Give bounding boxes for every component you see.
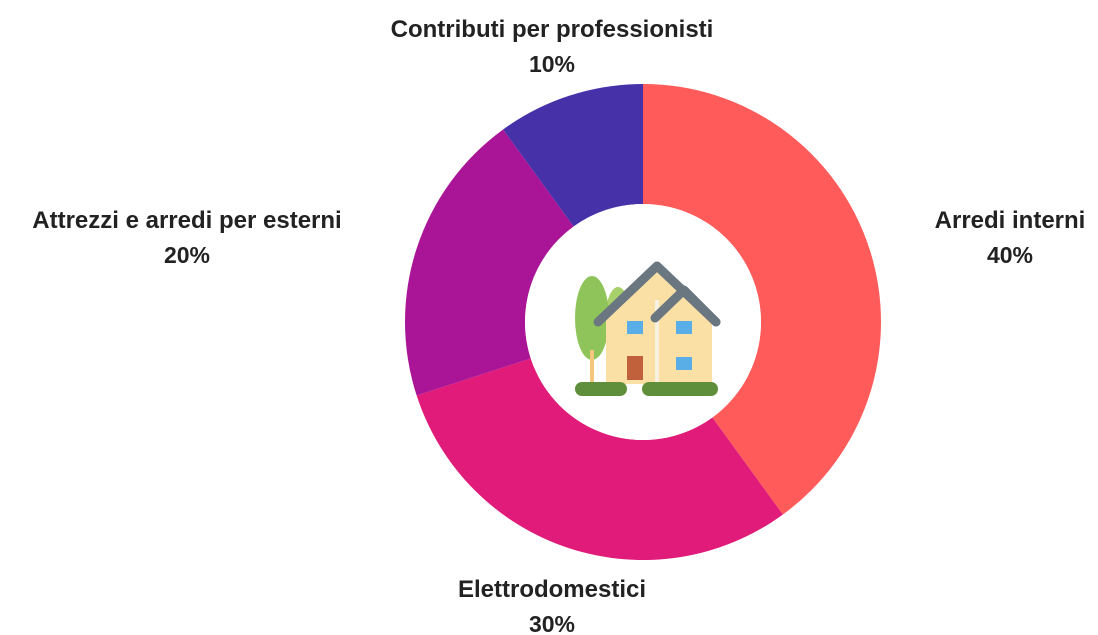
slice-label-value: 30% xyxy=(529,611,575,635)
slice-label-value: 20% xyxy=(164,242,210,268)
donut-slices xyxy=(405,84,881,560)
slice-label-value: 40% xyxy=(987,242,1033,268)
slice-label-name: Attrezzi e arredi per esterni xyxy=(32,207,341,234)
slice-label-0: Arredi interni 40% xyxy=(935,207,1086,268)
slice-1 xyxy=(416,358,783,560)
slice-label-name: Elettrodomestici xyxy=(458,576,646,603)
slice-label-3: Contributi per professionisti 10% xyxy=(391,16,714,77)
slice-3 xyxy=(503,84,643,227)
slice-label-1: Elettrodomestici 30% xyxy=(458,576,646,635)
slice-label-2: Attrezzi e arredi per esterni 20% xyxy=(32,207,341,268)
slice-2 xyxy=(405,129,574,396)
slice-0 xyxy=(643,84,881,515)
slice-label-name: Arredi interni xyxy=(935,207,1086,234)
slice-labels: Arredi interni 40% Elettrodomestici 30% Attr… xyxy=(32,16,1085,635)
slice-label-value: 10% xyxy=(529,51,575,77)
house-icon xyxy=(575,261,721,396)
slice-label-name: Contributi per professionisti xyxy=(391,16,714,43)
